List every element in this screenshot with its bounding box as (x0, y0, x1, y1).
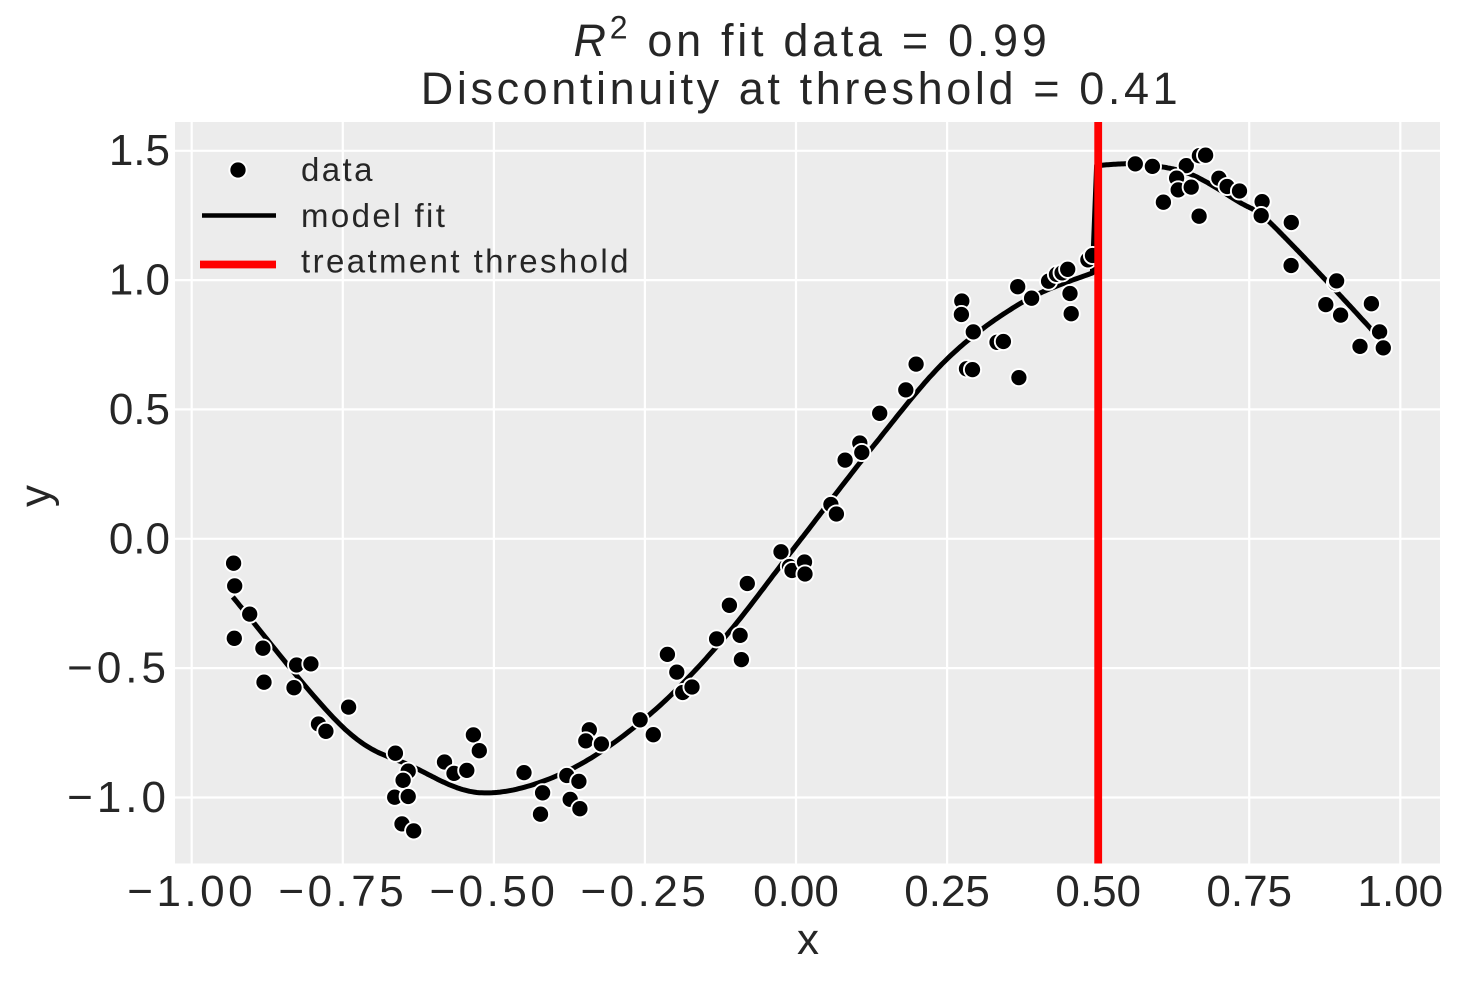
svg-text:−0.50: −0.50 (429, 867, 558, 916)
svg-text:−1.0: −1.0 (67, 773, 170, 822)
svg-text:−0.5: −0.5 (67, 644, 170, 693)
svg-text:1.0: 1.0 (109, 256, 170, 305)
svg-text:model fit: model fit (301, 197, 447, 234)
svg-text:0.5: 0.5 (109, 385, 170, 434)
svg-text:0.75: 0.75 (1206, 867, 1292, 916)
svg-text:x: x (797, 915, 819, 964)
svg-text:y: y (11, 485, 60, 507)
svg-text:0.0: 0.0 (109, 514, 170, 563)
svg-text:Discontinuity at threshold = 0: Discontinuity at threshold = 0.41 (421, 63, 1181, 114)
svg-text:treatment threshold: treatment threshold (301, 243, 631, 280)
svg-text:−1.00: −1.00 (127, 867, 256, 916)
svg-text:data: data (301, 151, 375, 188)
svg-text:0.25: 0.25 (904, 867, 990, 916)
svg-text:−0.75: −0.75 (278, 867, 407, 916)
svg-text:1.5: 1.5 (109, 126, 170, 175)
svg-text:−0.25: −0.25 (580, 867, 709, 916)
svg-text:1.00: 1.00 (1357, 867, 1443, 916)
svg-text:0.00: 0.00 (753, 867, 839, 916)
svg-text:0.50: 0.50 (1055, 867, 1141, 916)
svg-text:R2 on fit data = 0.99: R2 on fit data = 0.99 (573, 10, 1050, 67)
